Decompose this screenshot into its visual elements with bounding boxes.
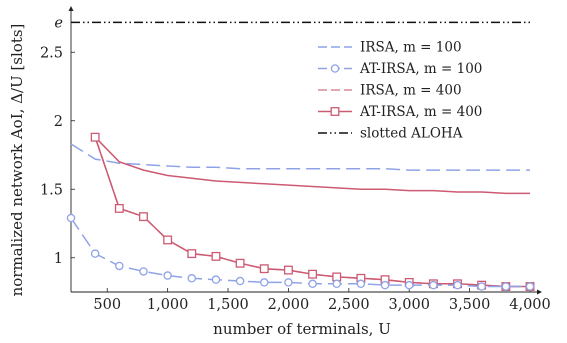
data-point	[259, 264, 269, 274]
y-tick-label: 1	[54, 251, 63, 267]
series-layer	[66, 21, 535, 291]
data-point	[501, 282, 511, 291]
x-axis-arrow	[537, 289, 542, 295]
data-point	[308, 279, 317, 289]
series-1	[66, 213, 535, 291]
legend-label: AT-IRSA, m = 100	[359, 61, 482, 77]
axes: 500 1,000 1,500 2,000 2,500 3,000 3,500 4,000 1 1…	[40, 6, 551, 313]
legend-label: IRSA, m = 100	[360, 40, 462, 56]
series-2	[94, 136, 530, 288]
data-point	[163, 271, 172, 280]
x-tick-label: 1,000	[147, 297, 189, 313]
data-point	[211, 251, 221, 261]
data-point	[187, 274, 197, 283]
data-point	[90, 132, 100, 142]
data-point	[284, 278, 293, 287]
data-point	[139, 267, 148, 276]
data-point	[115, 261, 124, 271]
data-point	[139, 212, 148, 222]
y-tick-label: 2	[54, 114, 63, 130]
data-point	[283, 265, 293, 275]
data-point	[332, 279, 341, 289]
legend-marker	[330, 107, 340, 116]
legend: IRSA, m = 100 AT-IRSA, m = 100 IRSA, m = 4…	[318, 40, 482, 142]
x-tick-label: 3,000	[388, 297, 430, 313]
data-point	[429, 280, 438, 290]
series-4	[94, 136, 530, 195]
data-point	[235, 276, 245, 286]
x-tick-label: 3,500	[449, 297, 491, 313]
data-point	[211, 275, 221, 284]
data-point	[235, 258, 245, 268]
legend-label: slotted ALOHA	[360, 126, 463, 142]
legend-marker	[330, 64, 340, 73]
y-axis-arrow	[68, 6, 74, 11]
y-tick-label: e	[54, 15, 63, 31]
data-point	[66, 213, 76, 223]
data-point	[260, 278, 269, 287]
data-point	[187, 249, 197, 259]
data-point	[453, 280, 462, 290]
data-point	[114, 203, 124, 213]
data-point	[356, 279, 366, 289]
x-tick-label: 2,500	[328, 297, 370, 313]
legend-label: AT-IRSA, m = 400	[359, 104, 482, 120]
data-point	[380, 280, 390, 290]
series-line	[94, 136, 530, 288]
data-point	[525, 282, 535, 291]
series-0	[70, 143, 530, 171]
y-tick-label: 1.5	[40, 182, 63, 198]
data-point	[404, 280, 414, 290]
series-line	[70, 217, 530, 288]
data-point	[308, 269, 318, 279]
y-axis-label: normalized network AoI, Δ/U [slots]	[8, 24, 26, 297]
series-3	[90, 132, 535, 291]
y-tick-label: 2.5	[40, 45, 63, 61]
x-tick-label: 1,500	[207, 297, 249, 313]
data-point	[477, 282, 486, 291]
series-line	[70, 143, 530, 171]
legend-label: IRSA, m = 400	[360, 83, 462, 99]
x-tick-label: 4,000	[509, 297, 551, 313]
series-line	[94, 136, 530, 195]
x-tick-label: 500	[93, 297, 121, 313]
data-point	[90, 249, 100, 258]
x-tick-label: 2,000	[268, 297, 310, 313]
data-point	[163, 235, 173, 245]
x-axis-label: number of terminals, U	[213, 320, 391, 338]
series-line	[94, 136, 530, 288]
